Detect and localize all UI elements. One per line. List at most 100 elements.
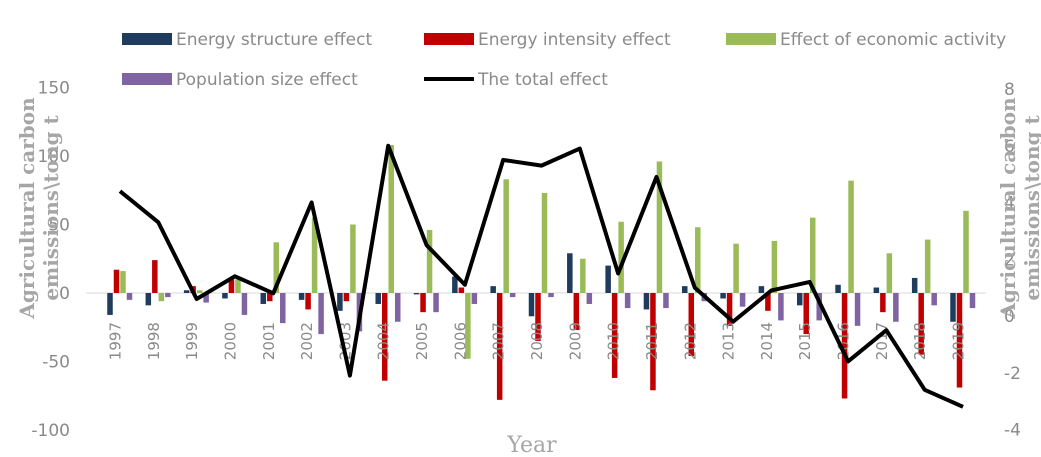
y-tick-left-2: 0: [59, 284, 70, 304]
bar-energy-structure-effect-2007: [490, 286, 496, 293]
bar-population-size-effect-2019: [969, 293, 976, 309]
x-tick-2001: 2001: [260, 322, 278, 360]
legend-label-effect-of-economic-activity: Effect of economic activity: [780, 30, 1006, 50]
bar-effect-of-economic-activity-2017: [886, 253, 893, 293]
bar-energy-structure-effect-2013: [720, 293, 726, 299]
bar-population-size-effect-2011: [663, 293, 669, 309]
bar-effect-of-economic-activity-1997: [120, 271, 126, 293]
bar-population-size-effect-1999: [203, 293, 209, 303]
x-tick-2009: 2009: [566, 322, 584, 360]
bar-energy-structure-effect-2000: [222, 293, 228, 299]
x-tick-2000: 2000: [221, 322, 239, 360]
bar-effect-of-economic-activity-2009: [580, 258, 586, 293]
bar-effect-of-economic-activity-2019: [963, 210, 969, 293]
bar-energy-intensity-effect-2017: [880, 293, 886, 313]
bar-energy-intensity-effect-2014: [765, 293, 771, 311]
bar-effect-of-economic-activity-2018: [924, 239, 931, 293]
bar-population-size-effect-2010: [624, 293, 631, 309]
x-tick-2012: 2012: [681, 322, 699, 360]
bar-energy-structure-effect-2010: [605, 265, 611, 293]
bar-effect-of-economic-activity-2005: [426, 229, 433, 293]
bar-energy-structure-effect-1999: [183, 290, 190, 293]
x-tick-2007: 2007: [490, 322, 508, 360]
bar-effect-of-economic-activity-2015: [809, 217, 816, 293]
bar-energy-intensity-effect-2019: [956, 293, 963, 388]
bar-energy-structure-effect-1998: [145, 293, 152, 306]
bar-energy-intensity-effect-1997: [113, 269, 120, 293]
y-axis-title-left: Agricultural carbonemissions\tong t: [15, 97, 63, 320]
x-tick-2002: 2002: [298, 322, 316, 360]
bar-energy-structure-effect-2002: [298, 293, 305, 300]
bar-population-size-effect-2016: [854, 293, 861, 326]
bar-effect-of-economic-activity-2004: [388, 145, 394, 293]
bar-energy-structure-effect-2005: [413, 293, 420, 295]
x-tick-1999: 1999: [183, 322, 201, 360]
bar-energy-structure-effect-1997: [107, 293, 113, 315]
x-tick-2005: 2005: [413, 322, 431, 360]
x-tick-2013: 2013: [720, 322, 738, 360]
x-tick-2011: 2011: [643, 322, 661, 360]
legend: Energy structure effect Energy intensity …: [122, 30, 1006, 90]
bar-energy-structure-effect-2017: [873, 287, 880, 293]
y-tick-right-0: -4: [1004, 421, 1021, 441]
bar-energy-structure-effect-2009: [567, 253, 573, 293]
y-tick-left-4: 100: [38, 147, 70, 167]
bar-population-size-effect-2001: [280, 293, 286, 324]
bar-energy-intensity-effect-2013: [726, 293, 733, 326]
bar-energy-structure-effect-2004: [375, 293, 381, 304]
legend-label-the-total-effect: The total effect: [477, 70, 608, 90]
bar-energy-structure-effect-2016: [835, 284, 841, 293]
bar-population-size-effect-2018: [931, 293, 937, 306]
y-axis-left: -100 -50 0 50 100 150: [31, 79, 70, 442]
legend-label-energy-intensity-effect: Energy intensity effect: [478, 30, 671, 50]
bar-population-size-effect-2008: [548, 293, 554, 298]
bar-effect-of-economic-activity-2016: [848, 180, 854, 293]
x-tick-2004: 2004: [375, 322, 393, 360]
y-tick-right-3: 2: [1004, 250, 1015, 270]
x-axis-title: Year: [506, 433, 557, 457]
bar-energy-intensity-effect-2005: [420, 293, 426, 313]
bar-energy-intensity-effect-2002: [305, 293, 311, 310]
bar-energy-intensity-effect-2003: [343, 293, 350, 302]
bar-energy-intensity-effect-1998: [152, 260, 158, 293]
x-tick-2019: 2019: [950, 322, 968, 360]
bar-energy-structure-effect-2014: [758, 286, 765, 293]
bar-effect-of-economic-activity-2012: [695, 227, 701, 293]
bar-population-size-effect-2009: [586, 293, 593, 304]
bar-effect-of-economic-activity-1998: [158, 293, 165, 302]
bar-population-size-effect-2000: [241, 293, 248, 315]
y-tick-left-5: 150: [38, 79, 70, 99]
y-axis-right: -4 -2 0 2 4 6 8: [1004, 80, 1021, 441]
bar-effect-of-economic-activity-2000: [235, 279, 241, 293]
x-tick-1997: 1997: [107, 322, 125, 360]
y-tick-left-3: 50: [48, 216, 70, 236]
bar-effect-of-economic-activity-1999: [196, 290, 203, 293]
bar-energy-structure-effect-2006: [452, 276, 458, 293]
bar-energy-intensity-effect-2011: [650, 293, 656, 391]
y-tick-right-1: -2: [1004, 364, 1021, 384]
bar-population-size-effect-1998: [165, 293, 171, 298]
x-tick-2018: 2018: [911, 322, 929, 360]
bar-population-size-effect-2005: [433, 293, 439, 313]
x-tick-2008: 2008: [528, 322, 546, 360]
bar-energy-structure-effect-2015: [796, 293, 803, 306]
bar-energy-intensity-effect-2012: [688, 293, 695, 357]
bar-energy-structure-effect-2008: [528, 293, 535, 317]
bar-effect-of-economic-activity-2014: [771, 240, 778, 293]
bar-energy-structure-effect-2019: [950, 293, 956, 322]
bar-effect-of-economic-activity-2011: [656, 161, 663, 293]
bar-population-size-effect-2007: [509, 293, 516, 298]
bar-energy-structure-effect-2011: [643, 293, 650, 310]
bar-population-size-effect-2004: [394, 293, 401, 322]
y-tick-left-1: -50: [42, 353, 70, 373]
bar-effect-of-economic-activity-2013: [733, 243, 739, 293]
legend-label-population-size-effect: Population size effect: [176, 70, 358, 90]
y-tick-right-4: 4: [1004, 194, 1015, 214]
bar-effect-of-economic-activity-2006: [465, 293, 471, 359]
bars: [107, 145, 976, 400]
x-tick-2016: 2016: [835, 322, 853, 360]
legend-swatch-energy-intensity-effect: [424, 33, 474, 45]
y-tick-right-5: 6: [1004, 137, 1015, 157]
y-tick-right-2: 0: [1004, 307, 1015, 327]
